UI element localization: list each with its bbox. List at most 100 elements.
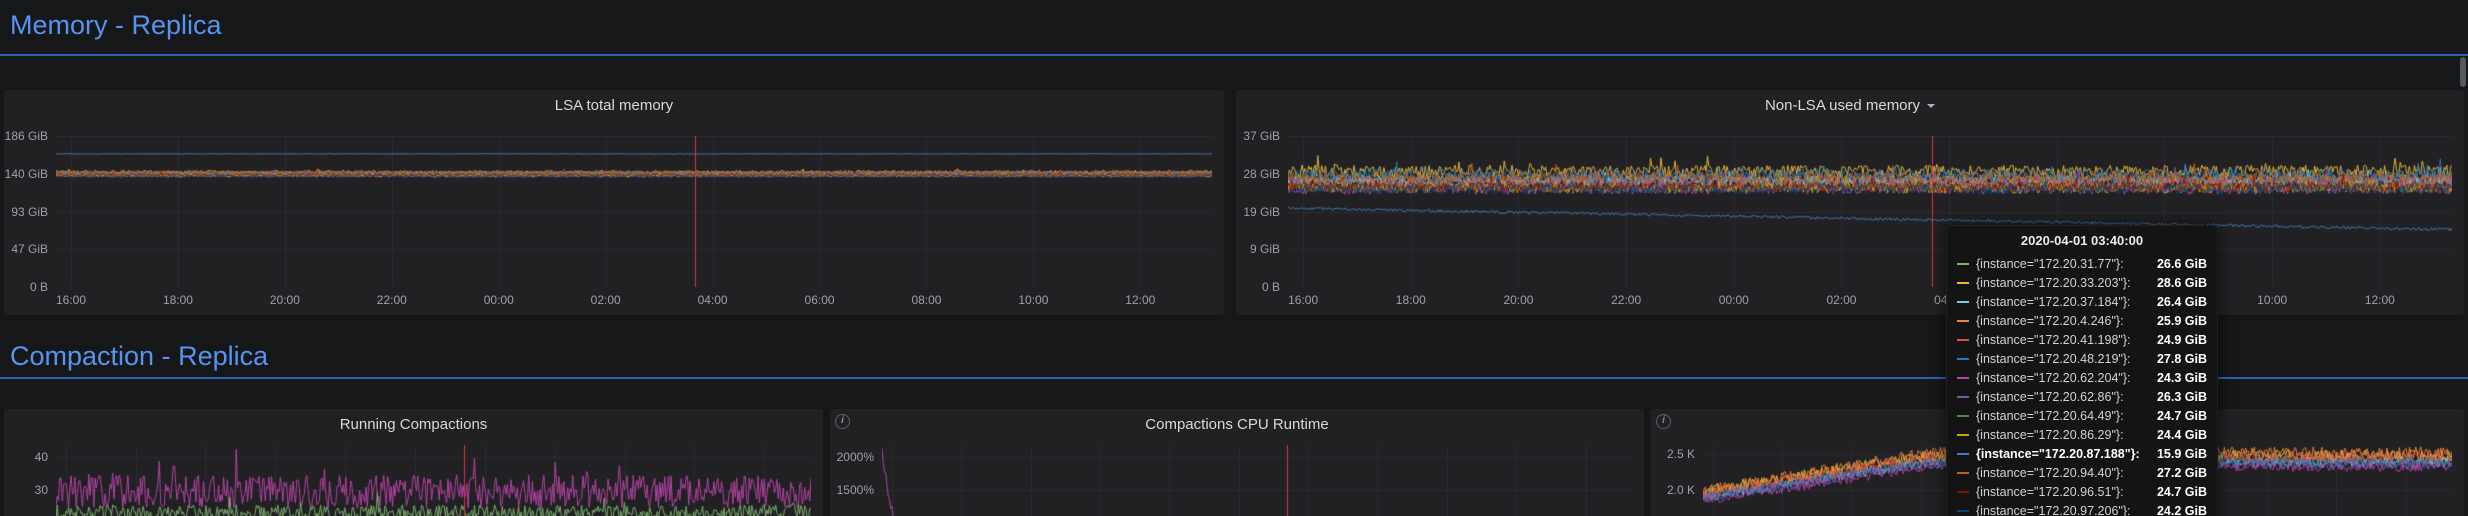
series-color-marker bbox=[1957, 395, 1969, 398]
series-color-marker bbox=[1957, 471, 1969, 474]
series-value: 24.9 GiB bbox=[2156, 332, 2207, 347]
chevron-down-icon bbox=[1927, 103, 1936, 108]
panel-header[interactable]: Compactions CPU Runtime bbox=[830, 409, 1644, 441]
y-axis-label: 40 bbox=[34, 449, 48, 464]
panel-header[interactable]: Non-LSA used memory bbox=[1236, 90, 2464, 122]
panel-header[interactable]: LSA total memory bbox=[4, 90, 1224, 122]
tooltip-series-row: {instance="172.20.87.188"}: 15.9 GiB bbox=[1957, 444, 2207, 463]
time-series-chart: 0 B 47 GiB 93 GiB 140 GiB 186 GiB 16:00 18:00… bbox=[4, 122, 1224, 315]
x-axis-label: 00:00 bbox=[1718, 293, 1749, 307]
series-value: 24.2 GiB bbox=[2156, 503, 2207, 516]
scrollbar-thumb[interactable] bbox=[2460, 57, 2466, 87]
series-color-marker bbox=[1957, 300, 1969, 303]
panel-title: Running Compactions bbox=[339, 416, 488, 433]
x-axis-label: 02:00 bbox=[590, 293, 621, 307]
series-value: 24.4 GiB bbox=[2156, 427, 2207, 442]
panel-info-icon[interactable] bbox=[835, 414, 850, 429]
panel-title: LSA total memory bbox=[554, 97, 674, 114]
series-value: 24.7 GiB bbox=[2156, 408, 2207, 423]
y-axis-label: 140 GiB bbox=[4, 166, 48, 181]
series-color-marker bbox=[1957, 490, 1969, 493]
panel-info-icon[interactable] bbox=[1656, 414, 1671, 429]
series-label: {instance="172.20.37.184"}: bbox=[1976, 294, 2131, 309]
y-axis-label: 28 GiB bbox=[1243, 166, 1280, 181]
time-series-chart: 0 B 9 GiB 19 GiB 28 GiB 37 GiB 16:00 18:00 20:… bbox=[1236, 122, 2464, 315]
series-value: 27.8 GiB bbox=[2156, 351, 2207, 366]
series-label: {instance="172.20.41.198"}: bbox=[1976, 332, 2131, 347]
series-value: 27.2 GiB bbox=[2156, 465, 2207, 480]
y-axis-label: 30 bbox=[34, 482, 48, 497]
series-value: 24.7 GiB bbox=[2156, 484, 2207, 499]
tooltip-series-row: {instance="172.20.96.51"}: 24.7 GiB bbox=[1957, 482, 2207, 501]
tooltip-series-row: {instance="172.20.97.206"}: 24.2 GiB bbox=[1957, 501, 2207, 516]
series-label: {instance="172.20.86.29"}: bbox=[1976, 427, 2124, 442]
y-axis-label: 9 GiB bbox=[1249, 242, 1280, 257]
series-label: {instance="172.20.97.206"}: bbox=[1976, 503, 2131, 516]
y-axis-label: 1500% bbox=[836, 483, 874, 497]
tooltip-timestamp: 2020-04-01 03:40:00 bbox=[2020, 233, 2144, 248]
series-color-marker bbox=[1957, 319, 1969, 322]
series-label: {instance="172.20.87.188"}: bbox=[1976, 446, 2140, 461]
tooltip-series-row: {instance="172.20.41.198"}: 24.9 GiB bbox=[1957, 330, 2207, 349]
y-axis-label: 47 GiB bbox=[11, 242, 48, 257]
panel-lsa-total-memory: LSA total memory 0 B 47 GiB 93 GiB 140 GiB 1… bbox=[4, 90, 1224, 315]
y-axis-label: 93 GiB bbox=[11, 204, 48, 219]
x-axis-label: 20:00 bbox=[1503, 293, 1534, 307]
series-color-marker bbox=[1957, 262, 1969, 265]
series-value: 26.6 GiB bbox=[2156, 256, 2207, 271]
tooltip-series-row: {instance="172.20.37.184"}: 26.4 GiB bbox=[1957, 292, 2207, 311]
series-value: 26.3 GiB bbox=[2156, 389, 2207, 404]
x-axis-label: 20:00 bbox=[269, 293, 300, 307]
series-label: {instance="172.20.62.86"}: bbox=[1976, 389, 2124, 404]
x-axis-label: 08:00 bbox=[911, 293, 942, 307]
row-divider bbox=[0, 377, 2468, 379]
series-color-marker bbox=[1957, 452, 1969, 455]
series-color-marker bbox=[1957, 338, 1969, 341]
series-value: 26.4 GiB bbox=[2156, 294, 2207, 309]
y-axis-label: 19 GiB bbox=[1243, 204, 1280, 219]
x-axis-label: 02:00 bbox=[1826, 293, 1857, 307]
series-label: {instance="172.20.31.77"}: bbox=[1976, 256, 2124, 271]
y-axis-label: 2.5 K bbox=[1666, 447, 1695, 461]
y-axis-label: 0 B bbox=[1261, 280, 1280, 294]
y-axis-label: 37 GiB bbox=[1243, 129, 1280, 143]
panel-non-lsa-used-memory: Non-LSA used memory 0 B 9 GiB 19 GiB 28 GiB… bbox=[1236, 90, 2464, 315]
series-label: {instance="172.20.62.204"}: bbox=[1976, 370, 2131, 385]
x-axis-label: 06:00 bbox=[804, 293, 835, 307]
x-axis-label: 04:00 bbox=[697, 293, 728, 307]
tooltip-series-row: {instance="172.20.4.246"}: 25.9 GiB bbox=[1957, 311, 2207, 330]
series-color-marker bbox=[1957, 414, 1969, 417]
series-value: 24.3 GiB bbox=[2156, 370, 2207, 385]
tooltip-series-list: {instance="172.20.31.77"}: 26.6 GiB {ins… bbox=[1957, 254, 2207, 516]
y-axis-label: 186 GiB bbox=[4, 129, 48, 143]
series-color-marker bbox=[1957, 509, 1969, 512]
series-value: 25.9 GiB bbox=[2156, 313, 2207, 328]
x-axis-label: 18:00 bbox=[1395, 293, 1426, 307]
series-label: {instance="172.20.94.40"}: bbox=[1976, 465, 2124, 480]
row-title-compaction[interactable]: Compaction - Replica bbox=[10, 341, 269, 371]
x-axis-label: 10:00 bbox=[1018, 293, 1049, 307]
x-axis-label: 12:00 bbox=[2364, 293, 2395, 307]
chart-canvas[interactable] bbox=[882, 445, 1632, 516]
chart-canvas[interactable] bbox=[56, 445, 811, 516]
tooltip-series-row: {instance="172.20.64.49"}: 24.7 GiB bbox=[1957, 406, 2207, 425]
panel-title: Non-LSA used memory bbox=[1764, 97, 1921, 114]
y-axis-label: 2000% bbox=[836, 450, 874, 464]
time-series-chart: 40 30 bbox=[4, 441, 823, 516]
tooltip-series-row: {instance="172.20.33.203"}: 28.6 GiB bbox=[1957, 273, 2207, 292]
tooltip-series-row: {instance="172.20.62.86"}: 26.3 GiB bbox=[1957, 387, 2207, 406]
panel-running-compactions: Running Compactions 40 30 bbox=[4, 409, 823, 516]
series-color-marker bbox=[1957, 357, 1969, 360]
series-value: 15.9 GiB bbox=[2156, 446, 2207, 461]
panel-title: Compactions CPU Runtime bbox=[1145, 416, 1329, 433]
chart-canvas[interactable] bbox=[56, 136, 1212, 287]
row-title-memory[interactable]: Memory - Replica bbox=[10, 10, 222, 40]
series-label: {instance="172.20.64.49"}: bbox=[1976, 408, 2124, 423]
panel-compactions-cpu-runtime: Compactions CPU Runtime 2000% 1500% bbox=[830, 409, 1644, 516]
row-divider bbox=[0, 54, 2468, 56]
tooltip-series-row: {instance="172.20.86.29"}: 24.4 GiB bbox=[1957, 425, 2207, 444]
chart-canvas[interactable] bbox=[1288, 136, 2452, 287]
series-label: {instance="172.20.33.203"}: bbox=[1976, 275, 2131, 290]
series-value: 28.6 GiB bbox=[2156, 275, 2207, 290]
panel-header[interactable]: Running Compactions bbox=[4, 409, 823, 441]
